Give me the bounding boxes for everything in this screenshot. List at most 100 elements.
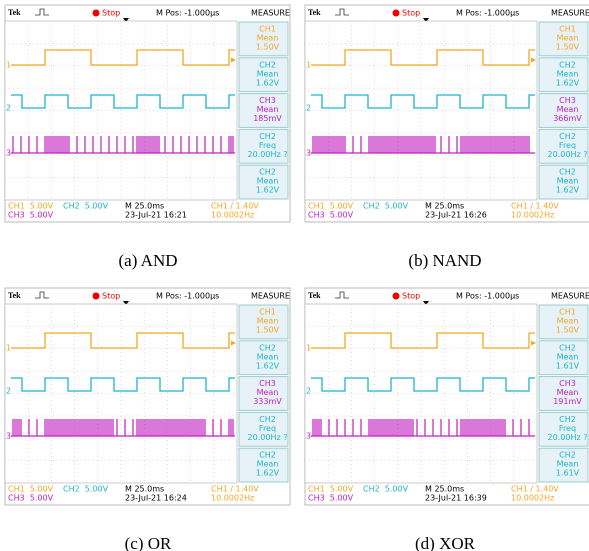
measure-source: CH3 bbox=[559, 96, 576, 105]
status: Stop bbox=[102, 292, 120, 301]
position: M Pos: -1.000µs bbox=[156, 292, 219, 301]
measure-kind: Mean bbox=[257, 105, 279, 114]
scope-screen: TekStopM Pos: -1.000µsMEASURE123CH1Mean1… bbox=[5, 5, 290, 222]
measure-value: 1.61V bbox=[556, 361, 580, 370]
stop-dot bbox=[393, 293, 400, 300]
position: M Pos: -1.000µs bbox=[456, 292, 519, 301]
measure-kind: Mean bbox=[257, 34, 279, 43]
measure-kind: Mean bbox=[257, 352, 279, 361]
caption: (a) AND bbox=[118, 251, 177, 270]
trigger: CH1 ∕ 1.40V bbox=[511, 202, 559, 211]
channel-marker: 2 bbox=[306, 104, 311, 113]
brand: Tek bbox=[308, 291, 321, 300]
measure-value: 1.61V bbox=[556, 469, 580, 478]
measure-value: 1.62V bbox=[256, 78, 280, 87]
measure-source: CH2 bbox=[259, 132, 276, 141]
measure-value: 1.62V bbox=[556, 186, 580, 195]
measure-kind: Mean bbox=[557, 34, 579, 43]
measure-source: CH2 bbox=[559, 168, 576, 177]
measure-kind: Freq bbox=[259, 424, 276, 433]
measure-source: CH1 bbox=[259, 25, 276, 34]
measure-source: CH2 bbox=[559, 343, 576, 352]
measure-kind: Mean bbox=[557, 105, 579, 114]
measure-value: 1.62V bbox=[256, 186, 280, 195]
timebase: M 25.0ms bbox=[125, 202, 164, 211]
trigger: CH1 ∕ 1.40V bbox=[211, 202, 259, 211]
ch1-scale: CH1 5.00V bbox=[308, 485, 354, 494]
measure-source: CH2 bbox=[259, 343, 276, 352]
channel-marker: 2 bbox=[6, 104, 11, 113]
timestamp: 23-Jul-21 16:39 bbox=[425, 494, 487, 503]
measure-kind: Mean bbox=[557, 460, 579, 469]
measure-source: CH1 bbox=[259, 308, 276, 317]
ch1-scale: CH1 5.00V bbox=[8, 485, 54, 494]
stop-dot bbox=[93, 293, 100, 300]
stop-dot bbox=[393, 10, 400, 17]
measure-source: CH2 bbox=[559, 415, 576, 424]
position: M Pos: -1.000µs bbox=[456, 9, 519, 18]
measure-value: 333mV bbox=[253, 397, 282, 406]
scope-screen: TekStopM Pos: -1.000µsMEASURE123CH1Mean1… bbox=[305, 5, 589, 222]
menu: MEASURE bbox=[251, 292, 290, 301]
ch2-scale: CH2 5.00V bbox=[363, 485, 409, 494]
caption: (c) OR bbox=[125, 534, 172, 551]
measure-source: CH3 bbox=[259, 96, 276, 105]
timebase: M 25.0ms bbox=[125, 485, 164, 494]
timestamp: 23-Jul-21 16:21 bbox=[125, 211, 187, 220]
measure-kind: Freq bbox=[259, 141, 276, 150]
ch2-scale: CH2 5.00V bbox=[363, 202, 409, 211]
ch2-scale: CH2 5.00V bbox=[63, 485, 109, 494]
timebase: M 25.0ms bbox=[425, 485, 464, 494]
ch3-scale: CH3 5.00V bbox=[308, 211, 354, 220]
measure-source: CH1 bbox=[559, 308, 576, 317]
measure-kind: Mean bbox=[257, 177, 279, 186]
measure-source: CH2 bbox=[559, 451, 576, 460]
channel-marker: 1 bbox=[6, 344, 11, 353]
measure-value: 1.50V bbox=[256, 43, 280, 52]
measure-value: 20.00Hz ? bbox=[548, 150, 588, 159]
trigger: CH1 ∕ 1.40V bbox=[511, 485, 559, 494]
caption: (b) NAND bbox=[408, 251, 481, 270]
measure-value: 20.00Hz ? bbox=[548, 433, 588, 442]
ch2-scale: CH2 5.00V bbox=[63, 202, 109, 211]
channel-marker: 1 bbox=[306, 344, 311, 353]
measure-value: 185mV bbox=[253, 114, 282, 123]
stop-dot bbox=[93, 10, 100, 17]
measure-source: CH3 bbox=[559, 379, 576, 388]
measure-source: CH2 bbox=[559, 132, 576, 141]
brand: Tek bbox=[8, 291, 21, 300]
channel-marker: 3 bbox=[6, 149, 11, 158]
channel-marker: 3 bbox=[306, 432, 311, 441]
frequency: 10.0002Hz bbox=[511, 494, 554, 503]
measure-value: 1.50V bbox=[556, 326, 580, 335]
measure-source: CH2 bbox=[259, 60, 276, 69]
waveform bbox=[311, 136, 535, 153]
measure-source: CH2 bbox=[559, 60, 576, 69]
measure-value: 1.50V bbox=[256, 326, 280, 335]
measure-source: CH3 bbox=[259, 379, 276, 388]
measure-source: CH2 bbox=[259, 168, 276, 177]
measure-value: 1.50V bbox=[556, 43, 580, 52]
ch1-scale: CH1 5.00V bbox=[8, 202, 54, 211]
ch3-scale: CH3 5.00V bbox=[8, 211, 54, 220]
measure-value: 20.00Hz ? bbox=[248, 150, 288, 159]
measure-source: CH1 bbox=[559, 25, 576, 34]
measure-value: 366mV bbox=[553, 114, 582, 123]
menu: MEASURE bbox=[551, 9, 589, 18]
measure-kind: Mean bbox=[257, 317, 279, 326]
channel-marker: 1 bbox=[6, 61, 11, 70]
timestamp: 23-Jul-21 16:24 bbox=[125, 494, 187, 503]
measure-kind: Mean bbox=[257, 460, 279, 469]
menu: MEASURE bbox=[251, 9, 290, 18]
measure-value: 1.62V bbox=[256, 469, 280, 478]
ch3-scale: CH3 5.00V bbox=[308, 494, 354, 503]
menu: MEASURE bbox=[551, 292, 589, 301]
status: Stop bbox=[402, 292, 420, 301]
timebase: M 25.0ms bbox=[425, 202, 464, 211]
figure: TekStopM Pos: -1.000µsMEASURE123CH1Mean1… bbox=[0, 0, 589, 551]
measure-kind: Mean bbox=[257, 388, 279, 397]
frequency: 10.0002Hz bbox=[211, 211, 254, 220]
measure-kind: Mean bbox=[557, 177, 579, 186]
timestamp: 23-Jul-21 16:26 bbox=[425, 211, 487, 220]
